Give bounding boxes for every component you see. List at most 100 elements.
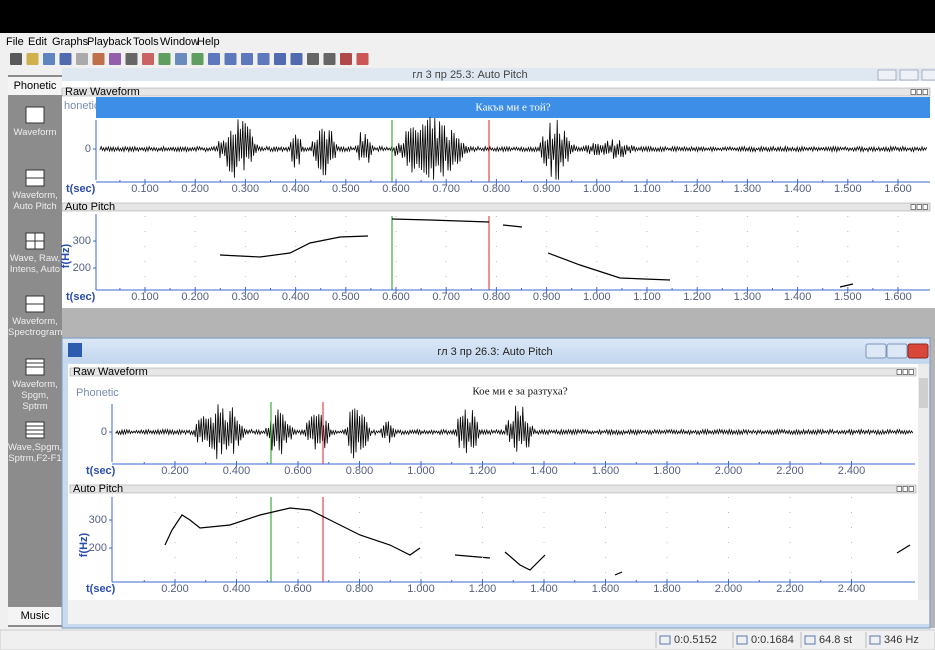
vertical-scrollbar[interactable] bbox=[918, 364, 929, 600]
toolbar-button[interactable] bbox=[356, 53, 369, 65]
x-tick-label: 1.100 bbox=[633, 291, 661, 303]
toolbar-button[interactable] bbox=[59, 53, 72, 65]
x-tick-label: 1.400 bbox=[784, 291, 812, 303]
window-icon bbox=[68, 343, 82, 357]
pitch-contour bbox=[547, 252, 671, 281]
pane-control[interactable] bbox=[902, 486, 908, 492]
pitch-contour bbox=[502, 224, 523, 228]
x-tick-label: 1.100 bbox=[633, 183, 661, 195]
scroll-thumb[interactable] bbox=[919, 378, 928, 408]
window-control[interactable] bbox=[877, 69, 897, 81]
sidebar-item-label[interactable]: Waveform, Spgm, Sptrm bbox=[12, 379, 58, 412]
toolbar-button[interactable] bbox=[125, 53, 138, 65]
x-tick-label: 1.300 bbox=[734, 291, 762, 303]
pane-control[interactable] bbox=[916, 89, 922, 95]
sidebar-item-label[interactable]: Wave,Spgm, Sptrm,F2-F1 bbox=[8, 442, 63, 464]
x-tick-label: 1.400 bbox=[530, 583, 558, 595]
menu-item[interactable]: Tools bbox=[133, 36, 159, 48]
sidebar-tab-label[interactable]: Phonetic bbox=[14, 80, 57, 92]
toolbar-button[interactable] bbox=[208, 53, 220, 65]
x-tick-label: 0.900 bbox=[533, 183, 561, 195]
sidebar-item-label[interactable]: Waveform, Spectrogram bbox=[8, 316, 63, 338]
toolbar-button[interactable] bbox=[76, 53, 88, 65]
toolbar-button[interactable] bbox=[92, 53, 105, 65]
toolbar-button[interactable] bbox=[323, 53, 336, 65]
menu-item[interactable]: Playback bbox=[87, 36, 132, 48]
pane-control[interactable] bbox=[910, 89, 916, 95]
pane-header-title: Raw Waveform bbox=[73, 366, 148, 378]
pane-control[interactable] bbox=[908, 486, 914, 492]
window-control[interactable] bbox=[899, 69, 919, 81]
x-tick-label: 1.200 bbox=[683, 183, 711, 195]
pane-control[interactable] bbox=[922, 204, 928, 210]
toolbar-button[interactable] bbox=[109, 53, 121, 65]
pitch-contour bbox=[454, 554, 491, 559]
window-control[interactable] bbox=[921, 69, 935, 81]
pitch-contour bbox=[896, 544, 911, 554]
sidebar-icon[interactable] bbox=[25, 106, 45, 124]
sidebar-item-label[interactable]: Waveform, Auto Pitch bbox=[12, 190, 58, 212]
status-field: 64.8 st bbox=[819, 634, 852, 646]
toolbar-button[interactable] bbox=[340, 53, 352, 65]
pane-control[interactable] bbox=[910, 204, 916, 210]
menu-item[interactable]: Help bbox=[197, 36, 220, 48]
pane-control[interactable] bbox=[902, 369, 908, 375]
toolbar-button[interactable] bbox=[175, 53, 187, 65]
sidebar-item-label[interactable]: Waveform bbox=[13, 127, 57, 138]
sidebar-tab-label[interactable]: Music bbox=[21, 610, 50, 622]
y-tick-label: 0 bbox=[85, 143, 91, 155]
y-tick-label: 300 bbox=[73, 235, 91, 247]
toolbar-button[interactable] bbox=[257, 53, 270, 65]
minimize-button[interactable] bbox=[865, 343, 887, 359]
sidebar-tab[interactable] bbox=[8, 607, 62, 625]
toolbar-button[interactable] bbox=[10, 53, 22, 65]
x-tick-label: 0.400 bbox=[223, 583, 251, 595]
x-tick-label: 0.200 bbox=[161, 465, 189, 477]
toolbar-button[interactable] bbox=[290, 53, 303, 65]
pane-control[interactable] bbox=[908, 369, 914, 375]
toolbar-button[interactable] bbox=[191, 53, 204, 65]
horizontal-scrollbar[interactable] bbox=[68, 600, 929, 624]
x-tick-label: 0.500 bbox=[332, 183, 360, 195]
menu-item[interactable]: Edit bbox=[28, 36, 47, 48]
y-axis-label: f(Hz) bbox=[78, 532, 90, 557]
status-field: 346 Hz bbox=[884, 634, 919, 646]
toolbar-button[interactable] bbox=[224, 53, 237, 65]
x-tick-label: 0.300 bbox=[232, 291, 260, 303]
pane-control[interactable] bbox=[916, 204, 922, 210]
toolbar-button[interactable] bbox=[158, 53, 171, 65]
pane-control[interactable] bbox=[922, 89, 928, 95]
x-tick-label: 1.600 bbox=[592, 583, 620, 595]
pane-control[interactable] bbox=[896, 486, 902, 492]
x-tick-label: 1.300 bbox=[734, 183, 762, 195]
toolbar-button[interactable] bbox=[142, 53, 154, 65]
menu-item[interactable]: File bbox=[6, 36, 24, 48]
toolbar-button[interactable] bbox=[241, 53, 253, 65]
x-tick-label: 1.000 bbox=[583, 291, 611, 303]
x-tick-label: 1.500 bbox=[834, 183, 862, 195]
pitch-contour bbox=[614, 571, 623, 576]
x-tick-label: 1.600 bbox=[884, 183, 912, 195]
toolbar-button[interactable] bbox=[26, 53, 39, 65]
pitch-contour bbox=[504, 551, 546, 571]
x-tick-label: 0.800 bbox=[483, 183, 511, 195]
x-tick-label: 0.600 bbox=[382, 183, 410, 195]
toolbar-button[interactable] bbox=[307, 53, 319, 65]
x-tick-label: 0.200 bbox=[161, 583, 189, 595]
pane-control[interactable] bbox=[896, 369, 902, 375]
menu-item[interactable]: Window bbox=[160, 36, 199, 48]
x-axis-label: t(sec) bbox=[86, 583, 116, 595]
maximize-button[interactable] bbox=[886, 343, 908, 359]
pane-header bbox=[61, 87, 931, 97]
x-tick-label: 2.400 bbox=[838, 465, 866, 477]
x-tick-label: 1.000 bbox=[407, 583, 435, 595]
toolbar-button[interactable] bbox=[43, 53, 55, 65]
window-title-bar bbox=[63, 339, 929, 363]
menu-item[interactable]: Graphs bbox=[52, 36, 89, 48]
sidebar-tab[interactable] bbox=[8, 77, 62, 95]
status-bar bbox=[0, 629, 935, 650]
x-tick-label: 1.200 bbox=[469, 465, 497, 477]
close-button[interactable] bbox=[907, 343, 929, 359]
sidebar-item-label[interactable]: Wave, Raw, Intens, Auto bbox=[9, 253, 61, 275]
toolbar-button[interactable] bbox=[274, 53, 286, 65]
